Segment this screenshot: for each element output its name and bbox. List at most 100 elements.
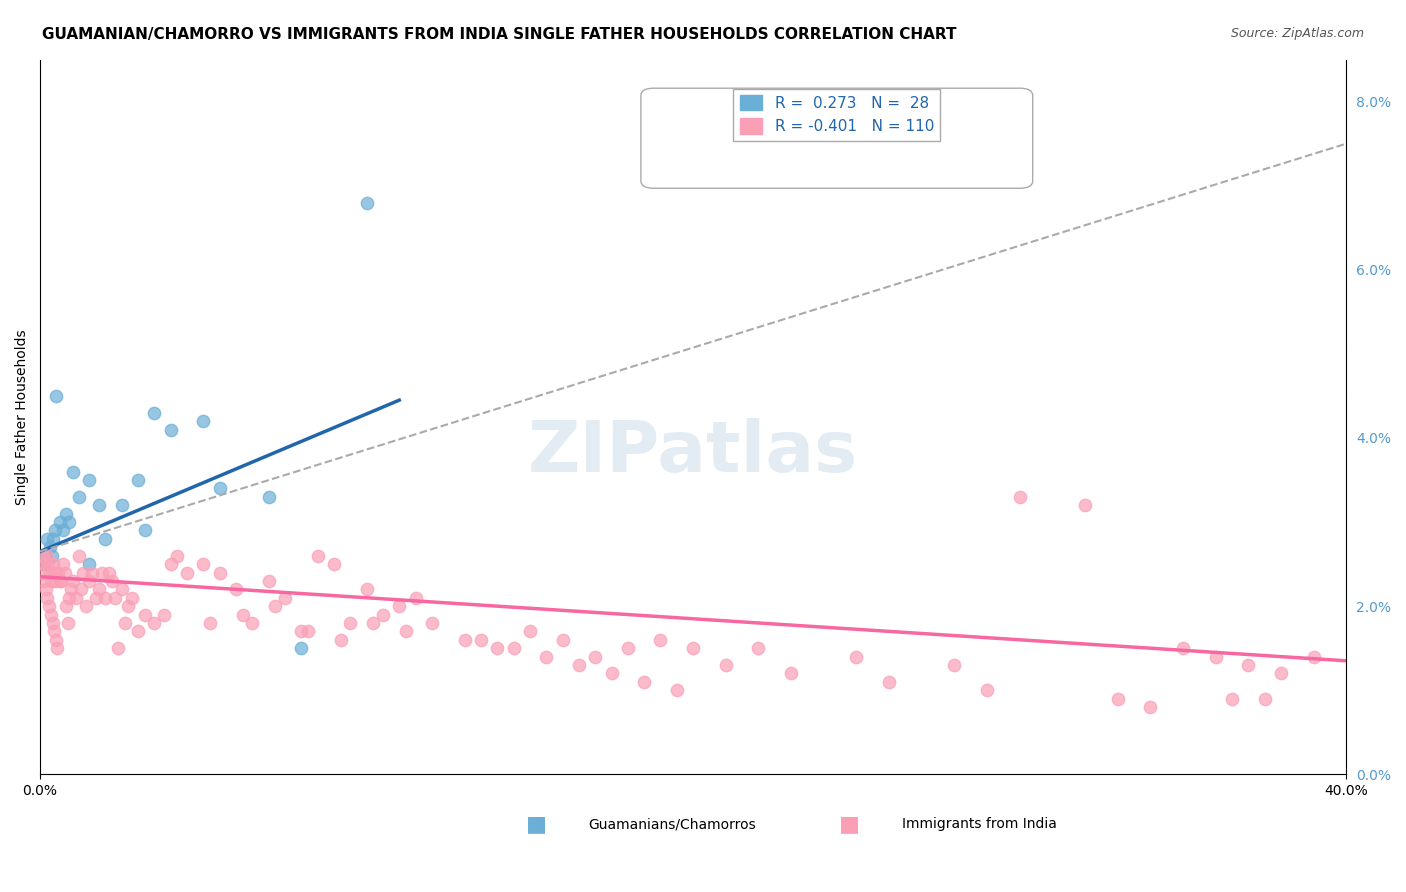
Point xyxy=(1139,700,1161,714)
Point xyxy=(127,473,149,487)
Point xyxy=(82,566,104,580)
Point xyxy=(91,566,114,580)
Text: ■: ■ xyxy=(526,814,547,834)
Point xyxy=(714,658,737,673)
Point xyxy=(87,498,110,512)
Y-axis label: Single Father Households: Single Father Households xyxy=(15,329,30,505)
Point xyxy=(208,566,231,580)
Point xyxy=(67,490,90,504)
Point xyxy=(107,641,129,656)
Point xyxy=(143,406,166,420)
Point xyxy=(665,683,688,698)
Point xyxy=(48,515,70,529)
Point xyxy=(94,532,117,546)
Point xyxy=(257,490,280,504)
Point xyxy=(34,549,56,563)
Point xyxy=(502,641,524,656)
Point xyxy=(682,641,704,656)
Point xyxy=(1107,691,1129,706)
Point xyxy=(42,624,65,639)
Point xyxy=(1205,649,1227,664)
Point xyxy=(77,574,100,588)
Point xyxy=(356,582,378,597)
Point xyxy=(121,591,143,605)
Point xyxy=(87,582,110,597)
Point xyxy=(48,574,70,588)
Point xyxy=(420,615,443,630)
Point xyxy=(323,557,346,571)
Point xyxy=(159,557,181,571)
Point xyxy=(264,599,287,614)
Point xyxy=(1008,490,1031,504)
Point xyxy=(388,599,411,614)
Point xyxy=(38,541,60,555)
Point xyxy=(51,574,73,588)
Point xyxy=(55,599,77,614)
Point xyxy=(39,607,62,622)
Point xyxy=(329,632,352,647)
Point xyxy=(134,524,156,538)
Point xyxy=(41,549,63,563)
Point xyxy=(470,632,492,647)
Point xyxy=(371,607,394,622)
Point xyxy=(225,582,247,597)
Point xyxy=(633,674,655,689)
Point xyxy=(134,607,156,622)
Point xyxy=(37,557,59,571)
Point xyxy=(114,615,136,630)
Point xyxy=(62,574,84,588)
Point xyxy=(35,549,58,563)
Point xyxy=(453,632,475,647)
Point xyxy=(617,641,640,656)
Text: Source: ZipAtlas.com: Source: ZipAtlas.com xyxy=(1230,27,1364,40)
Point xyxy=(45,574,67,588)
Point xyxy=(46,566,69,580)
Point xyxy=(84,591,107,605)
Point xyxy=(1253,691,1275,706)
Point xyxy=(77,473,100,487)
Point xyxy=(361,615,384,630)
Point xyxy=(193,557,215,571)
Point xyxy=(60,582,83,597)
Point xyxy=(356,195,378,210)
Point xyxy=(58,591,80,605)
Point xyxy=(240,615,263,630)
Point xyxy=(77,557,100,571)
Point xyxy=(1171,641,1194,656)
Point xyxy=(111,498,134,512)
Point xyxy=(58,515,80,529)
Point xyxy=(127,624,149,639)
Point xyxy=(104,591,127,605)
Point xyxy=(111,582,134,597)
Point xyxy=(943,658,966,673)
FancyBboxPatch shape xyxy=(641,88,1032,188)
Text: Immigrants from India: Immigrants from India xyxy=(903,817,1057,831)
Point xyxy=(42,557,65,571)
Point xyxy=(405,591,427,605)
Legend: R =  0.273   N =  28, R = -0.401   N = 110: R = 0.273 N = 28, R = -0.401 N = 110 xyxy=(734,88,941,141)
Point xyxy=(41,574,63,588)
Text: GUAMANIAN/CHAMORRO VS IMMIGRANTS FROM INDIA SINGLE FATHER HOUSEHOLDS CORRELATION: GUAMANIAN/CHAMORRO VS IMMIGRANTS FROM IN… xyxy=(42,27,956,42)
Point xyxy=(32,557,55,571)
Point xyxy=(41,615,63,630)
Point xyxy=(257,574,280,588)
Point xyxy=(1237,658,1260,673)
Point xyxy=(486,641,509,656)
Point xyxy=(534,649,557,664)
Point xyxy=(37,591,59,605)
Point xyxy=(101,574,124,588)
Point xyxy=(52,524,75,538)
Point xyxy=(1220,691,1243,706)
Point xyxy=(75,599,97,614)
Point xyxy=(70,582,93,597)
Point xyxy=(1074,498,1097,512)
Point xyxy=(38,599,60,614)
Point xyxy=(35,582,58,597)
Point xyxy=(143,615,166,630)
Point xyxy=(97,566,120,580)
Point xyxy=(31,566,53,580)
Point xyxy=(274,591,297,605)
Point xyxy=(176,566,198,580)
Point xyxy=(72,566,94,580)
Point xyxy=(193,414,215,428)
